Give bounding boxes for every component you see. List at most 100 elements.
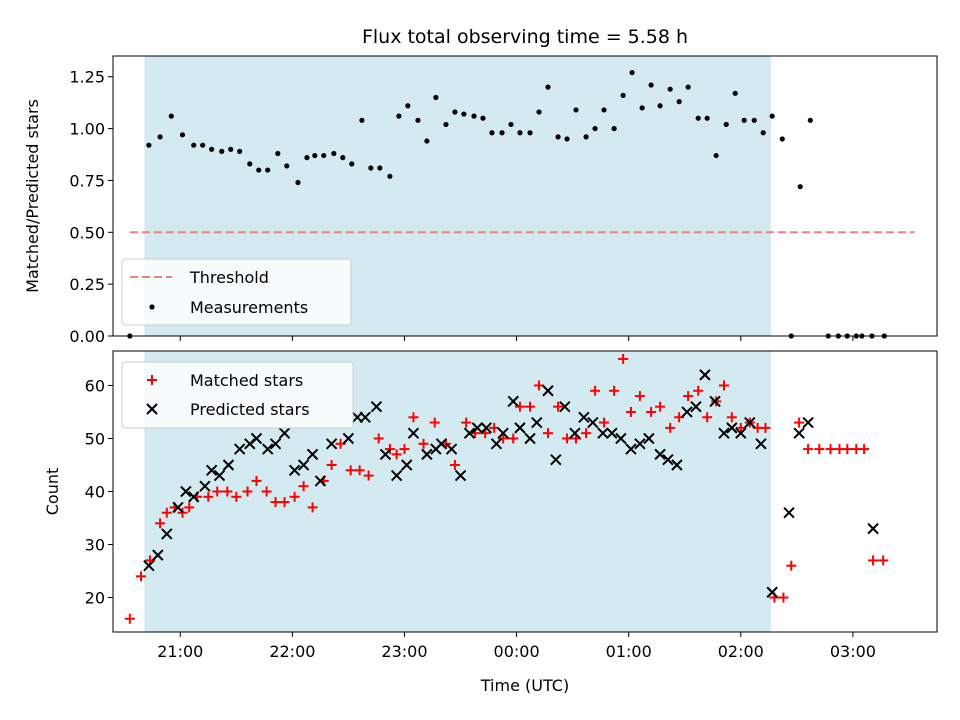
top-ytick-label: 0.25	[69, 275, 105, 294]
measurement-point	[359, 117, 365, 123]
measurement-point	[377, 165, 383, 171]
predicted-star-point	[507, 395, 519, 408]
measurement-point	[331, 150, 337, 157]
predicted-star-point	[359, 411, 371, 423]
matched-star-point	[270, 497, 281, 508]
predicted-star-point	[314, 475, 327, 487]
predicted-star-point	[531, 416, 543, 429]
matched-star-point	[609, 385, 620, 396]
measurement-point	[685, 84, 691, 90]
x-axis-label: Time (UTC)	[480, 676, 569, 695]
measurement-point	[247, 161, 253, 167]
matched-star-point	[261, 486, 272, 497]
measurement-point	[573, 107, 579, 113]
measurement-point	[452, 109, 458, 115]
top-ytick-label: 0.50	[69, 223, 105, 242]
predicted-star-point	[233, 443, 246, 455]
matched-star-point	[418, 438, 429, 449]
bottom-x-axis: 21:00 22:00 23:00 00:00 01:00 02:00 03:00	[157, 632, 876, 661]
matched-star-point	[868, 555, 879, 566]
predicted-star-point	[699, 369, 711, 381]
predicted-star-point	[744, 416, 756, 429]
predicted-star-point	[514, 422, 526, 434]
matched-star-point	[803, 444, 814, 455]
measurement-point	[695, 115, 701, 121]
predicted-star-point	[559, 400, 571, 413]
matched-star-point	[363, 470, 374, 481]
matched-star-point	[279, 497, 290, 508]
matched-star-point	[718, 380, 729, 391]
measurement-point	[471, 113, 477, 119]
measurement-point	[349, 161, 355, 167]
predicted-star-point	[454, 469, 467, 482]
predicted-star-point	[709, 395, 721, 408]
chart-title: Flux total observing time = 5.58 h	[362, 26, 688, 48]
measurement-point	[443, 121, 449, 128]
bottom-legend: Matched stars Predicted stars	[121, 361, 354, 429]
predicted-star-point	[597, 427, 609, 439]
matched-star-point	[542, 428, 553, 439]
measurement-point	[405, 103, 411, 109]
measurement-point	[592, 125, 598, 132]
matched-star-point	[726, 412, 737, 423]
xtick-label: 00:00	[494, 642, 540, 661]
predicted-star-point	[480, 422, 493, 434]
matched-star-point	[345, 465, 356, 476]
matched-star-point	[760, 422, 771, 433]
measurement-point	[219, 148, 225, 155]
matched-star-point	[693, 385, 704, 396]
matched-star-point	[534, 380, 545, 391]
predicted-star-point	[654, 448, 666, 461]
matched-star-point	[859, 444, 870, 455]
predicted-star-point	[342, 432, 355, 445]
measurement-point	[415, 117, 421, 123]
measurement-point	[751, 117, 757, 123]
xtick-label: 01:00	[606, 642, 652, 661]
predicted-star-point	[718, 427, 730, 439]
predicted-star-point	[578, 411, 590, 423]
predicted-star-point	[643, 432, 655, 445]
measurement-point	[200, 142, 206, 148]
predicted-star-point	[735, 427, 747, 439]
measurement-point	[527, 130, 533, 136]
measurement-point	[517, 130, 523, 136]
predicted-star-point	[671, 459, 683, 471]
measurement-point	[157, 134, 163, 140]
measurement-point	[321, 152, 327, 159]
predicted-stars-series	[143, 369, 879, 598]
legend-plus-marker	[147, 375, 157, 385]
matched-star-point	[203, 491, 214, 502]
measurement-point	[760, 130, 766, 136]
measurement-point	[676, 99, 682, 105]
matched-star-point	[449, 459, 460, 470]
predicted-star-point	[222, 459, 235, 471]
matched-star-point	[155, 518, 166, 529]
xtick-label: 23:00	[381, 642, 427, 661]
measurements-series	[127, 69, 887, 339]
predicted-star-point	[726, 422, 738, 434]
legend-measurements-swatch	[149, 304, 155, 310]
predicted-star-point	[269, 438, 282, 450]
predicted-star-point	[435, 438, 448, 450]
measurement-point	[797, 184, 803, 190]
matched-star-point	[786, 560, 797, 571]
matched-star-point	[326, 459, 337, 470]
predicted-star-point	[407, 427, 420, 439]
predicted-star-point	[390, 469, 403, 482]
matched-star-point	[625, 406, 636, 417]
matched-star-point	[184, 502, 195, 513]
bottom-axes-frame	[112, 350, 938, 633]
measurement-point	[209, 146, 215, 152]
measurement-point	[168, 113, 174, 119]
predicted-star-point	[550, 453, 562, 466]
matched-star-point	[735, 422, 746, 433]
matched-star-point	[514, 401, 525, 412]
predicted-star-point	[152, 549, 164, 561]
matched-star-point	[354, 465, 365, 476]
measurement-point	[284, 163, 290, 169]
matched-star-point	[590, 385, 601, 396]
bottom-ytick-label: 30	[85, 536, 105, 555]
matched-star-point	[665, 422, 676, 433]
top-ytick-label: 0.75	[69, 171, 105, 190]
